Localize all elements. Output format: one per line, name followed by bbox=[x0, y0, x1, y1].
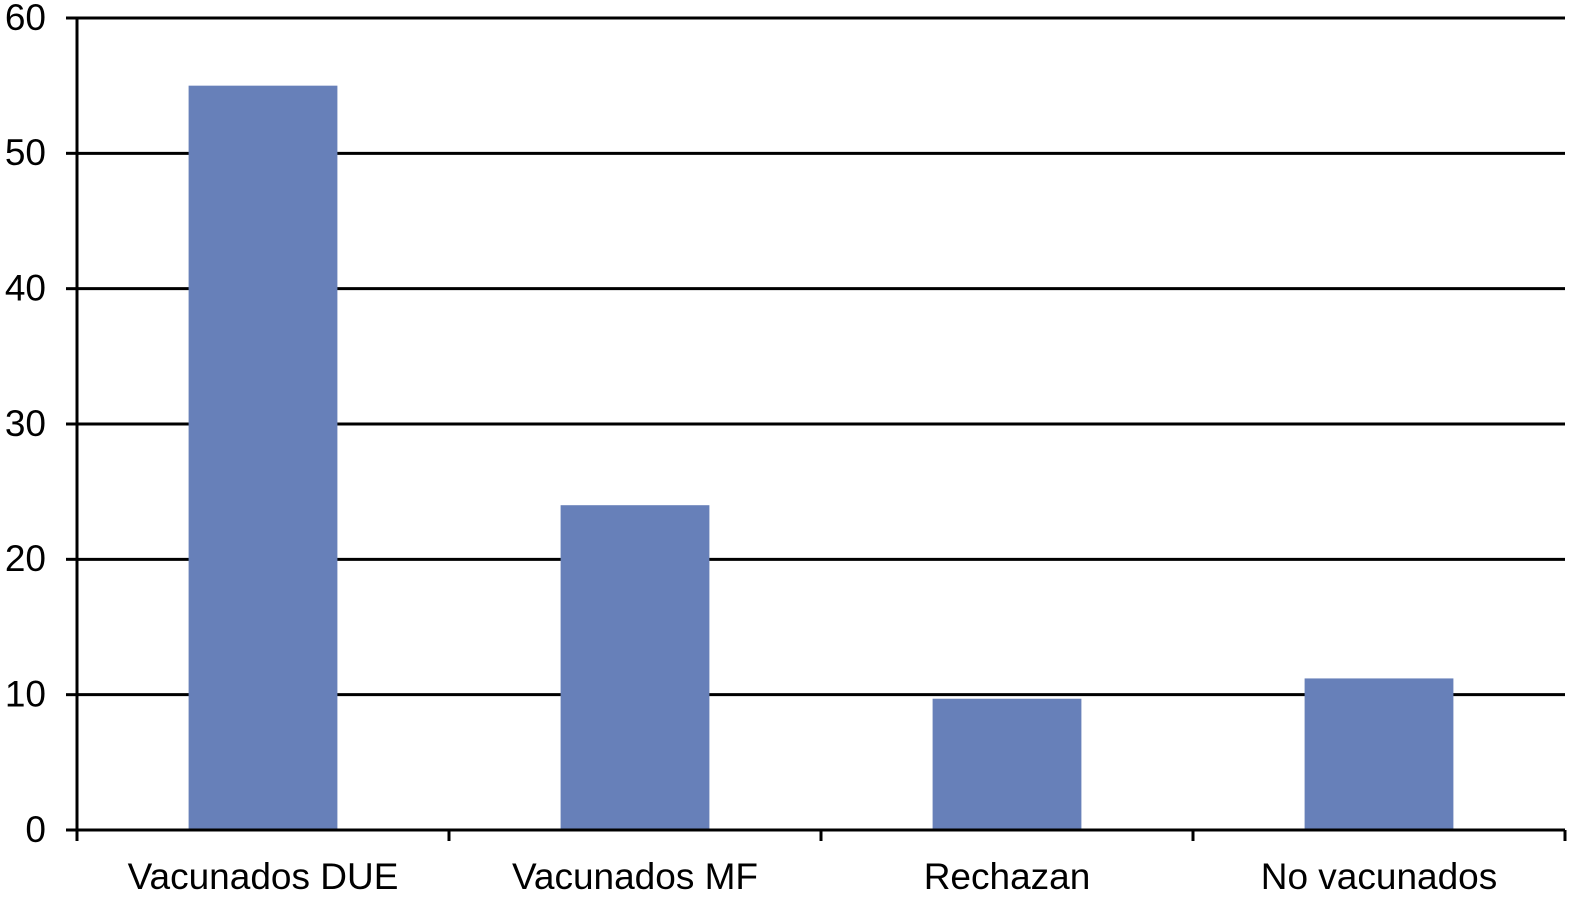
bar bbox=[932, 698, 1082, 830]
y-tick-label: 50 bbox=[5, 132, 46, 173]
x-tick-label: Vacunados MF bbox=[512, 856, 758, 897]
y-tick-label: 40 bbox=[5, 267, 46, 308]
x-tick-label: No vacunados bbox=[1261, 856, 1498, 897]
y-tick-label: 30 bbox=[5, 403, 46, 444]
x-tick-label: Vacunados DUE bbox=[128, 856, 399, 897]
bar bbox=[188, 85, 338, 830]
y-tick-label: 20 bbox=[5, 538, 46, 579]
y-tick-label: 0 bbox=[25, 809, 46, 850]
y-tick-label: 10 bbox=[5, 673, 46, 714]
x-tick-label: Rechazan bbox=[924, 856, 1091, 897]
bar bbox=[560, 505, 710, 830]
y-tick-label: 60 bbox=[5, 0, 46, 38]
bar bbox=[1304, 678, 1454, 830]
